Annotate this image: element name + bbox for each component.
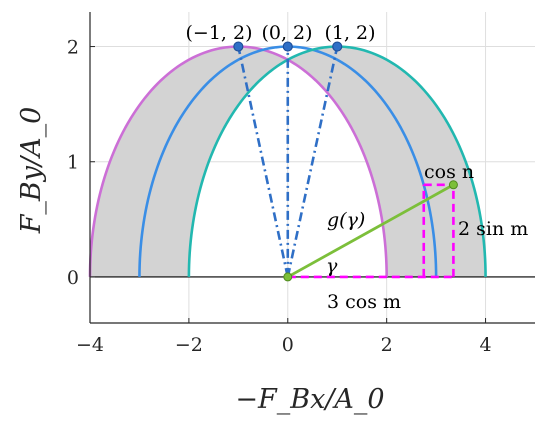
point-marker <box>233 41 244 52</box>
y-tick-labels: 0 1 2 <box>67 37 79 289</box>
point-marker <box>332 41 343 52</box>
annotation-gamma: γ <box>326 255 338 277</box>
dashdot-line <box>237 46 290 278</box>
x-axis-title: −F_Bx/A_0 <box>235 384 384 415</box>
annotation-cos-n: cos n <box>424 161 474 183</box>
annotation-2-sin-m: 2 sin m <box>458 218 528 240</box>
annotation-g-gamma: g(γ) <box>327 209 365 231</box>
point-label-left: (−1, 2) <box>185 22 252 44</box>
vector-tip-marker <box>448 180 458 190</box>
y-tick-label: 1 <box>67 152 79 174</box>
point-label-center: (0, 2) <box>261 22 312 44</box>
axes-frame <box>89 12 535 324</box>
dashdot-lines <box>237 46 339 278</box>
annotation-3-cos-m: 3 cos m <box>327 291 401 313</box>
x-tick-labels: −4 −2 0 2 4 <box>76 334 492 356</box>
dashed-box <box>287 183 455 279</box>
point-label-right: (1, 2) <box>324 22 375 44</box>
x-tick-label: −2 <box>175 334 203 356</box>
y-tick-label: 0 <box>67 267 79 289</box>
x-tick-label: 2 <box>381 334 393 356</box>
x-tick-label: −4 <box>76 334 104 356</box>
x-tick-label: 0 <box>282 334 294 356</box>
point-marker <box>282 41 293 52</box>
origin-marker <box>283 272 293 282</box>
x-tick-label: 4 <box>480 334 492 356</box>
y-axis-title: F_By/A_0 <box>16 107 47 235</box>
dashdot-line <box>286 46 339 278</box>
y-tick-label: 2 <box>67 37 79 59</box>
markers <box>233 41 458 282</box>
g-gamma-vector <box>287 183 455 279</box>
